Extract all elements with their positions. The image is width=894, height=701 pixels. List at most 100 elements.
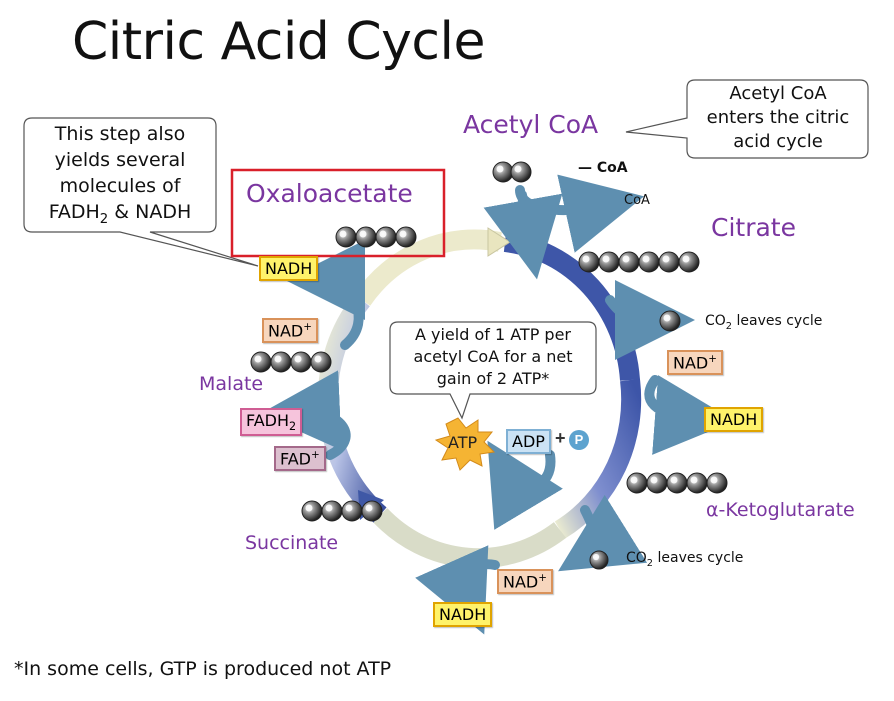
carbon-atom <box>578 251 600 273</box>
oxaloacetate-highlight-box <box>230 168 446 258</box>
nadh-box-malate: NADH <box>259 256 319 281</box>
succinate-molecule <box>301 500 383 522</box>
fadh-callout-line: molecules of <box>59 175 181 197</box>
carbon-atom <box>361 500 383 522</box>
molecule-chains <box>250 161 728 570</box>
atp-label: ATP <box>448 433 478 452</box>
atom-highlight <box>663 314 671 322</box>
atom-highlight <box>274 355 282 363</box>
fadh-sub: 2 <box>99 211 109 227</box>
fadh-callout-text: This step also yields several molecules … <box>26 121 214 233</box>
citrate-molecule <box>578 251 700 273</box>
atom-highlight <box>314 355 322 363</box>
atom-highlight <box>514 165 522 173</box>
nad-box-citrate: NAD+ <box>667 350 723 376</box>
atom-highlight <box>690 476 698 484</box>
carbon-atom <box>706 472 728 494</box>
carbon-atom <box>321 500 343 522</box>
atom-highlight <box>305 504 313 512</box>
carbon-atom <box>589 550 609 570</box>
fad-sup: + <box>311 449 320 461</box>
atom-highlight <box>582 255 590 263</box>
carbon-atom <box>686 472 708 494</box>
atom-highlight <box>670 476 678 484</box>
atom-highlight <box>399 230 407 238</box>
carbon-atom <box>638 251 660 273</box>
carbon-atom <box>510 161 532 183</box>
carbon-atom <box>618 251 640 273</box>
atom-highlight <box>592 553 600 561</box>
nad-text: NAD <box>673 353 709 373</box>
co2-sub: 2 <box>646 557 654 569</box>
nad-sup: + <box>303 321 312 333</box>
atom-highlight <box>496 165 504 173</box>
atom-highlight <box>359 230 367 238</box>
callout-bubbles <box>23 79 869 420</box>
nadh-box-citrate: NADH <box>704 407 764 432</box>
atom-highlight <box>602 255 610 263</box>
nad-text: NAD <box>503 572 539 592</box>
citrate-label: Citrate <box>711 213 796 242</box>
carbon-atom <box>658 251 680 273</box>
carbon-atom <box>626 472 648 494</box>
nadh-box-succinate: NADH <box>433 602 493 627</box>
carbon-atom <box>341 500 363 522</box>
atom-highlight <box>325 504 333 512</box>
atom-highlight <box>662 255 670 263</box>
atom-highlight <box>650 476 658 484</box>
malate-label: Malate <box>199 373 264 395</box>
fad-text: FAD <box>280 449 311 469</box>
coa-released-label: CoA <box>624 193 650 208</box>
co2-suffix: leaves cycle <box>653 550 744 566</box>
atom-highlight <box>682 255 690 263</box>
fadh-text: FADH <box>246 411 290 430</box>
fadh2-box: FADH2 <box>240 408 303 437</box>
fadh-word: FADH <box>48 201 100 223</box>
atom-highlight <box>622 255 630 263</box>
fadh-sub: 2 <box>289 420 297 434</box>
atom-highlight <box>339 230 347 238</box>
carbon-atom <box>492 161 514 183</box>
adp-box: ADP <box>506 429 551 454</box>
carbon-atom <box>335 226 357 248</box>
nad-text: NAD <box>268 321 304 341</box>
nad-box-succinate: NAD+ <box>497 569 553 595</box>
atp-starburst <box>434 417 496 471</box>
co2-leaves-cycle-2: CO2 leaves cycle <box>626 550 743 569</box>
pathway-arrows <box>260 174 735 635</box>
footnote: *In some cells, GTP is produced not ATP <box>14 658 392 680</box>
atom-highlight <box>365 504 373 512</box>
nad-sup: + <box>538 572 547 584</box>
acetyl-callout-line: Acetyl CoA <box>729 83 827 104</box>
coa-molecule-label: — CoA <box>578 160 628 176</box>
atp-callout-text: A yield of 1 ATP per acetyl CoA for a ne… <box>392 324 594 390</box>
co2-prefix: CO <box>626 550 647 566</box>
atom-highlight <box>642 255 650 263</box>
atom-highlight <box>294 355 302 363</box>
atom-highlight <box>630 476 638 484</box>
plus-sign: + <box>555 428 566 448</box>
atp-callout-bubble <box>389 321 597 420</box>
oxaloacetate-label: Oxaloacetate <box>246 179 413 208</box>
carbon-atom <box>598 251 620 273</box>
acetyl-coa-molecule <box>492 161 532 183</box>
co2-suffix: leaves cycle <box>732 313 823 329</box>
carbon-atom <box>355 226 377 248</box>
carbon-atom <box>301 500 323 522</box>
alpha-ketoglutarate-label: α-Ketoglutarate <box>706 499 855 521</box>
carbon-atom <box>678 251 700 273</box>
succinate-label: Succinate <box>245 532 339 554</box>
oxaloacetate-molecule <box>335 226 417 248</box>
carbon-atom <box>395 226 417 248</box>
carbon-atom <box>659 310 681 332</box>
atp-callout-line: acetyl CoA for a net <box>413 347 573 366</box>
co2-molecule-1 <box>659 310 681 332</box>
carbon-atom <box>270 351 292 373</box>
atp-callout-line: A yield of 1 ATP per <box>414 325 572 344</box>
acetyl-coa-label: Acetyl CoA <box>463 110 599 139</box>
carbon-atom <box>250 351 272 373</box>
fadh-callout-line: FADH2 & NADH <box>26 199 214 233</box>
alpha-ketoglutarate-molecule <box>626 472 728 494</box>
atom-highlight <box>345 504 353 512</box>
